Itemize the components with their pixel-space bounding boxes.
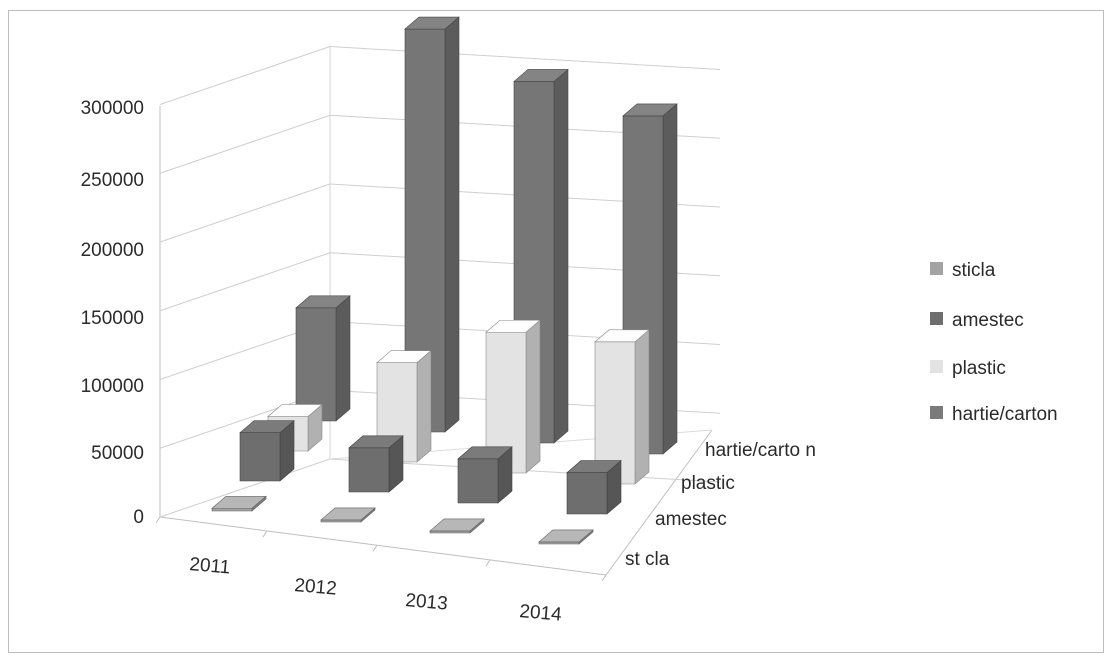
x-tick-mark bbox=[485, 559, 491, 567]
legend-label-sticla: sticla bbox=[952, 260, 996, 281]
bar-front-face bbox=[538, 541, 580, 545]
bar-side-face bbox=[416, 349, 432, 463]
bar-top-face bbox=[239, 420, 295, 434]
legend-swatch-amestec bbox=[930, 312, 943, 325]
bar-top-face bbox=[376, 350, 432, 363]
bar-top-face bbox=[348, 435, 404, 449]
bar-side-face bbox=[335, 295, 351, 422]
y-tick-label: 0 bbox=[133, 507, 144, 528]
y-axis: 300000 250000 200000 150000 100000 50000… bbox=[81, 98, 144, 528]
bar-front-face bbox=[211, 507, 253, 512]
bar-top-face bbox=[429, 518, 485, 532]
x-tick-label: 2011 bbox=[189, 554, 232, 578]
bar-sticla-2012 bbox=[320, 507, 376, 523]
bar-side-face bbox=[525, 319, 541, 474]
bar-top-face bbox=[457, 446, 513, 460]
bar-front-face bbox=[429, 530, 471, 534]
x-tick-mark bbox=[372, 544, 378, 552]
bar-sticla-2013 bbox=[429, 518, 485, 534]
bar-top-face bbox=[267, 404, 323, 417]
bar-top-face bbox=[513, 69, 569, 82]
y-tick-label: 150000 bbox=[81, 308, 144, 329]
bar-front-face bbox=[295, 307, 337, 422]
bar-front-face bbox=[348, 447, 390, 493]
bar-amestec-2011 bbox=[239, 420, 295, 482]
gridline bbox=[159, 252, 331, 312]
bar-top-face bbox=[295, 295, 351, 309]
bar-plastic-2014 bbox=[594, 329, 650, 485]
y-tick-label: 50000 bbox=[91, 443, 144, 464]
gridline bbox=[329, 46, 721, 70]
bar-top-face bbox=[404, 16, 460, 30]
y-tick-label: 300000 bbox=[81, 98, 144, 119]
bar-sticla-2011 bbox=[211, 495, 267, 512]
bar-top-face bbox=[566, 460, 622, 473]
gridline bbox=[159, 183, 331, 243]
bar-top-face bbox=[320, 507, 376, 521]
bar-top-face bbox=[211, 495, 267, 509]
x-axis: 2011 2012 2013 2014 bbox=[189, 554, 563, 626]
depth-axis-line bbox=[605, 429, 713, 576]
x-tick-label: 2012 bbox=[294, 575, 338, 600]
depth-tick-label: st cla bbox=[625, 549, 670, 570]
legend-swatch-plastic bbox=[930, 360, 943, 373]
bar-hartie-carton-2011 bbox=[295, 295, 351, 422]
bar-front-face bbox=[457, 458, 499, 504]
bar-top-face bbox=[622, 103, 678, 117]
bar-sticla-2014 bbox=[538, 529, 594, 545]
depth-tick-label: amestec bbox=[655, 509, 727, 530]
bar-amestec-2013 bbox=[457, 446, 513, 504]
y-tick-label: 100000 bbox=[81, 376, 144, 397]
x-tick-label: 2014 bbox=[519, 601, 563, 626]
bar-front-face bbox=[566, 472, 608, 515]
bar-front-face bbox=[320, 519, 362, 523]
legend-swatch-sticla bbox=[930, 262, 943, 275]
bar-side-face bbox=[634, 329, 650, 485]
bar-top-face bbox=[594, 329, 650, 343]
y-tick-label: 200000 bbox=[81, 240, 144, 261]
bar-top-face bbox=[485, 319, 541, 333]
legend-swatch-hartie-carton bbox=[930, 406, 943, 419]
gridline bbox=[159, 46, 331, 105]
bar-side-face bbox=[444, 16, 460, 433]
legend-label-hartie-carton: hartie/carton bbox=[952, 404, 1058, 425]
x-axis-line bbox=[159, 516, 607, 576]
bar-top-face bbox=[538, 529, 594, 543]
chart-bars bbox=[211, 16, 678, 545]
bar-amestec-2014 bbox=[566, 459, 622, 515]
legend-label-plastic: plastic bbox=[952, 358, 1006, 379]
bar-amestec-2012 bbox=[348, 435, 404, 493]
depth-tick-label: plastic bbox=[681, 473, 735, 494]
gridline bbox=[159, 114, 331, 174]
bar-front-face bbox=[239, 432, 281, 482]
gridline bbox=[159, 458, 331, 518]
depth-axis: st cla amestec plastic hartie/carto n bbox=[625, 440, 816, 570]
legend: sticla amestec plastic hartie/carton bbox=[930, 260, 1058, 425]
y-tick-label: 250000 bbox=[81, 170, 144, 191]
depth-tick-label: hartie/carto n bbox=[705, 440, 816, 461]
bar-side-face bbox=[553, 68, 569, 444]
bar-hartie-carton-2012 bbox=[404, 16, 460, 433]
legend-label-amestec: amestec bbox=[952, 310, 1024, 331]
x-tick-mark bbox=[262, 530, 268, 538]
x-tick-label: 2013 bbox=[405, 590, 449, 615]
bar-plastic-2013 bbox=[485, 319, 541, 474]
x-tick-mark bbox=[601, 574, 607, 582]
x-tick-mark bbox=[155, 516, 161, 524]
bar-side-face bbox=[662, 103, 678, 455]
